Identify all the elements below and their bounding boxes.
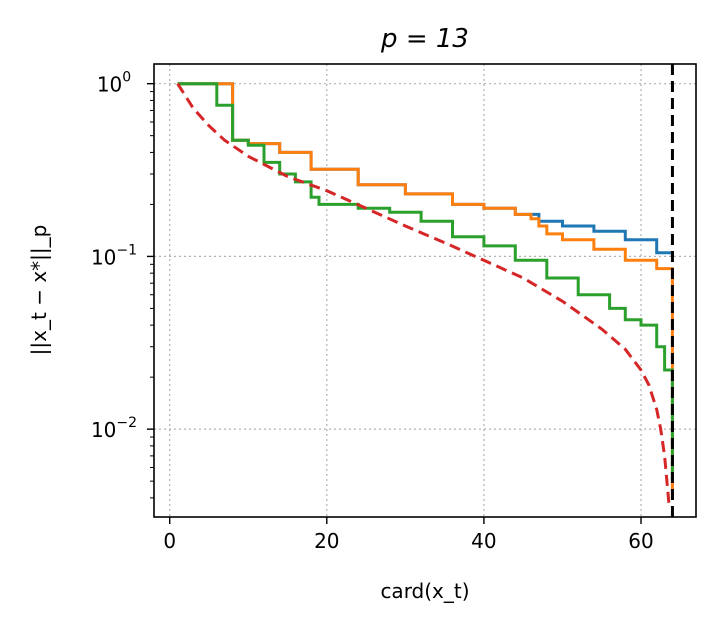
grid (154, 64, 696, 517)
series-layer (176, 64, 674, 517)
series-line-2 (177, 82, 674, 498)
series-line-4 (176, 82, 671, 509)
y-axis-label: ||x_t − x*||_p (27, 225, 51, 356)
x-tick-label: 40 (471, 529, 496, 553)
x-tick-label: 20 (314, 529, 339, 553)
series-line-3 (177, 82, 674, 482)
chart-title: p = 13 (380, 24, 469, 54)
x-tick-label: 0 (163, 529, 176, 553)
x-tick-label: 60 (628, 529, 653, 553)
x-axis-label: card(x_t) (380, 579, 469, 603)
plot-frame (153, 63, 697, 518)
